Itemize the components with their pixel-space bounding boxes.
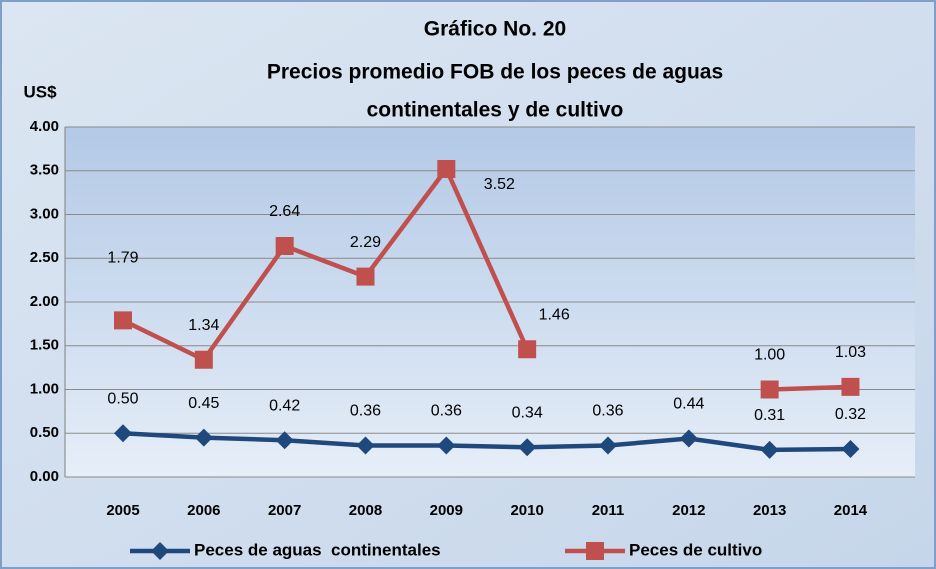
- chart-subtitle: Precios promedio FOB de los peces de agu…: [267, 61, 723, 84]
- x-tick-label: 2006: [187, 502, 220, 519]
- data-label: 1.34: [188, 317, 219, 334]
- marker: [437, 160, 456, 178]
- data-label: 0.36: [592, 403, 623, 420]
- y-tick-label: 0.50: [30, 424, 59, 441]
- marker: [275, 237, 294, 255]
- data-label: 1.00: [754, 347, 785, 364]
- data-label: 0.36: [350, 403, 381, 420]
- x-tick-label: 2007: [268, 502, 301, 519]
- y-tick-label: 2.00: [30, 293, 59, 310]
- marker: [841, 440, 860, 458]
- data-label: 0.45: [188, 395, 219, 412]
- data-label: 0.50: [107, 390, 138, 407]
- marker: [586, 542, 604, 560]
- series-line: [122, 431, 851, 453]
- data-label: 2.64: [269, 203, 300, 220]
- data-label: 0.32: [835, 406, 866, 423]
- y-axis-label: US$: [23, 82, 57, 101]
- marker: [841, 377, 860, 396]
- y-tick-label: 1.00: [30, 380, 59, 397]
- marker: [151, 542, 169, 560]
- marker: [275, 431, 294, 450]
- data-label: 1.79: [107, 250, 138, 267]
- chart-title: Gráfico No. 20: [424, 18, 566, 41]
- y-tick-label: 1.50: [30, 337, 59, 354]
- marker: [518, 438, 537, 457]
- legend-label: Peces de cultivo: [629, 540, 762, 559]
- marker: [437, 436, 456, 455]
- data-label: 0.31: [754, 407, 785, 424]
- chart-subtitle: continentales y de cultivo: [367, 99, 624, 122]
- data-label: 0.34: [512, 404, 543, 421]
- marker: [760, 440, 779, 459]
- data-label: 1.46: [539, 306, 570, 323]
- y-tick-label: 0.00: [30, 468, 59, 485]
- data-label: 0.42: [269, 397, 300, 414]
- y-tick-label: 3.50: [30, 162, 59, 179]
- marker: [114, 311, 132, 330]
- data-label: 0.44: [673, 396, 704, 413]
- data-label: 2.29: [350, 234, 381, 251]
- data-label: 0.36: [431, 403, 462, 420]
- series-line: [122, 166, 851, 392]
- x-tick-label: 2013: [753, 502, 786, 519]
- marker: [194, 350, 213, 369]
- marker: [679, 429, 698, 448]
- marker: [356, 436, 375, 455]
- data-label: 1.03: [835, 344, 866, 361]
- x-tick-label: 2011: [592, 502, 625, 519]
- marker: [114, 424, 132, 443]
- x-tick-label: 2010: [510, 502, 543, 519]
- marker: [598, 436, 617, 455]
- x-tick-label: 2005: [106, 502, 139, 519]
- marker: [760, 380, 779, 399]
- marker: [194, 428, 213, 447]
- data-label: 3.52: [484, 176, 515, 193]
- x-tick-label: 2009: [430, 502, 463, 519]
- y-tick-label: 4.00: [30, 118, 59, 135]
- y-tick-label: 3.00: [30, 205, 59, 222]
- y-tick-label: 2.50: [30, 249, 59, 266]
- marker: [518, 340, 537, 359]
- x-tick-label: 2008: [349, 502, 382, 519]
- legend-label: Peces de aguas continentales: [194, 540, 441, 559]
- x-tick-label: 2012: [672, 502, 705, 519]
- marker: [356, 267, 375, 286]
- x-tick-label: 2014: [834, 502, 868, 519]
